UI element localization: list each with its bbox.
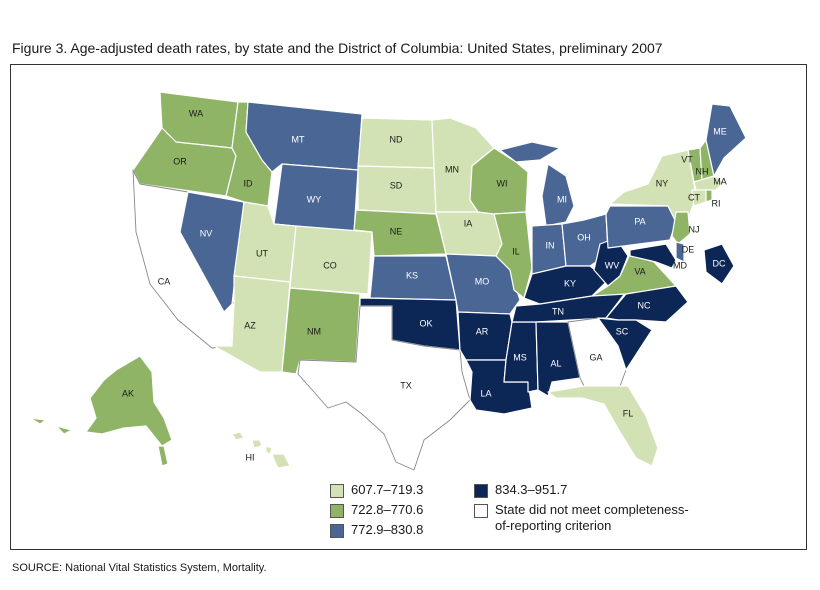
state-dc[interactable] xyxy=(703,243,735,285)
label-la: LA xyxy=(480,388,491,398)
figure-title: Figure 3. Age-adjusted death rates, by s… xyxy=(12,40,663,56)
state-nv[interactable] xyxy=(179,191,245,313)
label-vt: VT xyxy=(681,154,693,164)
label-ia: IA xyxy=(464,218,473,228)
label-sd: SD xyxy=(390,180,403,190)
state-mi[interactable] xyxy=(541,163,575,227)
label-nm: NM xyxy=(307,326,321,336)
label-pa: PA xyxy=(634,216,645,226)
label-id: ID xyxy=(244,178,254,188)
label-de: DE xyxy=(682,244,695,254)
label-ut: UT xyxy=(256,248,268,258)
label-sc: SC xyxy=(616,326,629,336)
label-tn: TN xyxy=(552,306,564,316)
label-mt: MT xyxy=(292,134,305,144)
legend-item-2: 722.8–770.6 xyxy=(330,502,423,518)
label-ga: GA xyxy=(589,352,602,362)
state-ri[interactable] xyxy=(705,189,713,203)
label-nc: NC xyxy=(638,300,651,310)
label-nj: NJ xyxy=(689,224,700,234)
label-il: IL xyxy=(512,246,520,256)
label-nh: NH xyxy=(696,166,709,176)
state-ma[interactable] xyxy=(693,175,725,191)
label-mi: MI xyxy=(557,194,567,204)
label-ms: MS xyxy=(513,352,527,362)
label-ma: MA xyxy=(713,176,727,186)
label-nd: ND xyxy=(390,134,403,144)
legend-label-1: 607.7–719.3 xyxy=(351,482,424,497)
legend-label-5: State did not meet completeness- xyxy=(495,502,689,517)
label-fl: FL xyxy=(623,408,634,418)
source-note: SOURCE: National Vital Statistics System… xyxy=(12,562,267,574)
state-me[interactable] xyxy=(705,103,747,177)
label-ok: OK xyxy=(419,318,432,328)
legend-label-4: 834.3–951.7 xyxy=(495,482,568,497)
label-al: AL xyxy=(550,358,561,368)
legend-label-5b: of-reporting criterion xyxy=(495,518,612,533)
label-ak: AK xyxy=(122,388,134,398)
label-wv: WV xyxy=(605,260,620,270)
state-nj[interactable] xyxy=(671,211,691,245)
legend-item-1: 607.7–719.3 xyxy=(330,482,423,498)
state-ak[interactable] xyxy=(85,355,173,447)
label-ky: KY xyxy=(564,278,576,288)
label-wy: WY xyxy=(307,194,322,204)
map-frame xyxy=(10,64,807,550)
label-tx: TX xyxy=(400,380,412,390)
label-mo: MO xyxy=(475,276,490,286)
state-tx[interactable] xyxy=(297,305,471,471)
legend-label-3: 772.9–830.8 xyxy=(351,522,424,537)
state-md[interactable] xyxy=(629,243,677,269)
label-ne: NE xyxy=(390,226,403,236)
label-dc: DC xyxy=(713,258,726,268)
label-wa: WA xyxy=(189,108,203,118)
label-az: AZ xyxy=(244,320,256,330)
label-oh: OH xyxy=(577,232,591,242)
state-mi-upper[interactable] xyxy=(499,141,561,163)
label-nv: NV xyxy=(200,228,213,238)
label-ca: CA xyxy=(158,276,171,286)
state-il[interactable] xyxy=(493,211,533,299)
state-ak-islands xyxy=(29,417,169,467)
legend-swatch-1 xyxy=(330,484,344,498)
legend-label-5-wrap: State did not meet completeness- of-repo… xyxy=(495,502,689,534)
state-pa[interactable] xyxy=(605,205,677,249)
legend-item-4: 834.3–951.7 xyxy=(474,482,567,498)
label-ks: KS xyxy=(406,270,418,280)
label-ri: RI xyxy=(712,198,721,208)
label-md: MD xyxy=(673,260,687,270)
legend-swatch-4 xyxy=(474,484,488,498)
label-or: OR xyxy=(173,156,187,166)
label-me: ME xyxy=(713,126,727,136)
state-de[interactable] xyxy=(675,241,685,263)
label-hi: HI xyxy=(246,452,255,462)
label-ct: CT xyxy=(688,192,700,202)
label-mn: MN xyxy=(445,164,459,174)
legend-item-5: State did not meet completeness- of-repo… xyxy=(474,502,689,534)
legend-swatch-2 xyxy=(330,504,344,518)
label-wi: WI xyxy=(497,178,508,188)
state-hi[interactable] xyxy=(231,431,291,469)
label-ar: AR xyxy=(476,326,489,336)
label-ny: NY xyxy=(656,178,669,188)
legend-label-2: 722.8–770.6 xyxy=(351,502,424,517)
label-va: VA xyxy=(634,266,645,276)
legend-swatch-5 xyxy=(474,504,488,518)
label-co: CO xyxy=(323,260,337,270)
state-fl[interactable] xyxy=(547,385,659,467)
state-co[interactable] xyxy=(289,225,373,295)
state-sc[interactable] xyxy=(597,317,653,371)
legend-swatch-3 xyxy=(330,524,344,538)
label-in: IN xyxy=(546,240,555,250)
legend-item-3: 772.9–830.8 xyxy=(330,522,423,538)
